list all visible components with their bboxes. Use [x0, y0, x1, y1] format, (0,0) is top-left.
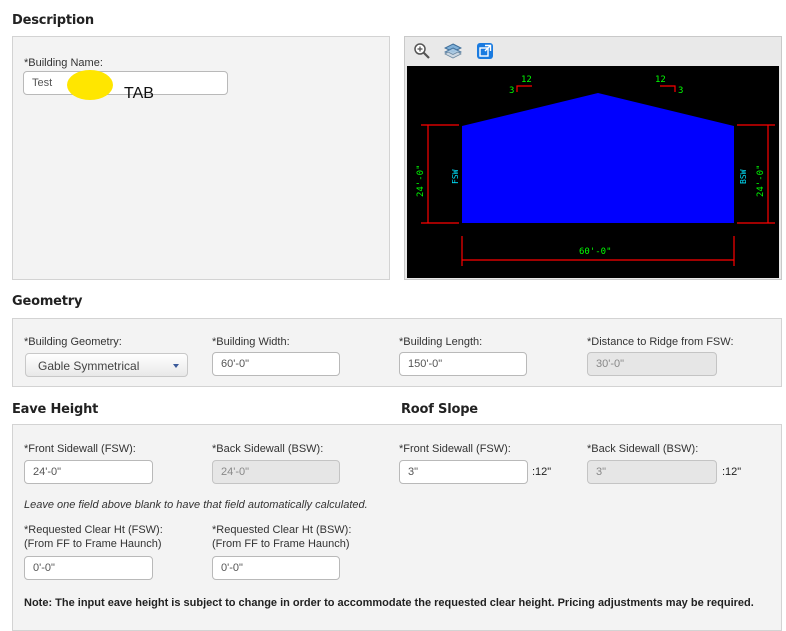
ridge-distance-label: *Distance to Ridge from FSW:: [587, 336, 734, 348]
building-name-label: *Building Name:: [24, 57, 103, 69]
clear-fsw-sublabel: (From FF to Frame Haunch): [24, 538, 162, 550]
building-length-input[interactable]: 150'-0": [399, 352, 527, 376]
building-elevation-shape: [462, 93, 734, 223]
viewer-toolbar: [405, 37, 781, 65]
pitch-marker-right: [660, 85, 676, 92]
clear-bsw-input[interactable]: 0'-0": [212, 556, 340, 580]
geometry-panel: *Building Geometry: Gable Symmetrical *B…: [12, 318, 782, 387]
auto-calc-hint: Leave one field above blank to have that…: [24, 499, 368, 511]
eave-bsw-input[interactable]: 24'-0": [212, 460, 340, 484]
fsw-wall-label: FSW: [451, 169, 460, 184]
width-label: 60'-0": [579, 247, 612, 257]
roof-fsw-unit: :12": [532, 466, 552, 478]
building-geometry-select[interactable]: Gable Symmetrical: [25, 353, 188, 377]
annotation-label: TAB: [124, 85, 154, 102]
pitch-right-rise: 3: [678, 86, 683, 96]
building-width-input[interactable]: 60'-0": [212, 352, 340, 376]
roof-bsw-label: *Back Sidewall (BSW):: [587, 443, 699, 455]
building-length-label: *Building Length:: [399, 336, 483, 348]
clear-height-note: Note: The input eave height is subject t…: [24, 597, 754, 609]
clear-bsw-sublabel: (From FF to Frame Haunch): [212, 538, 350, 550]
building-drawing: 12 3 12 3 24'-0" 24'-0" FSW BSW 60'-0": [407, 66, 779, 278]
building-geometry-label: *Building Geometry:: [24, 336, 122, 348]
clear-fsw-label: *Requested Clear Ht (FSW):: [24, 524, 163, 536]
left-height-label: 24'-0": [416, 164, 426, 197]
pitch-left-rise: 3: [509, 86, 514, 96]
section-title-eave-height: Eave Height: [12, 402, 99, 417]
building-name-input[interactable]: Test: [23, 71, 228, 95]
elevation-diagram: 12 3 12 3 24'-0" 24'-0" FSW BSW 60'-0": [416, 75, 775, 266]
roof-fsw-label: *Front Sidewall (FSW):: [399, 443, 511, 455]
pitch-left-run: 12: [521, 75, 532, 85]
eave-roof-panel: *Front Sidewall (FSW): 24'-0" *Back Side…: [12, 424, 782, 631]
eave-bsw-label: *Back Sidewall (BSW):: [212, 443, 324, 455]
roof-bsw-unit: :12": [722, 466, 742, 478]
building-width-label: *Building Width:: [212, 336, 290, 348]
bsw-wall-label: BSW: [739, 169, 748, 184]
clear-fsw-input[interactable]: 0'-0": [24, 556, 153, 580]
width-dimension: [461, 236, 735, 266]
eave-fsw-label: *Front Sidewall (FSW):: [24, 443, 136, 455]
expand-icon[interactable]: [476, 42, 494, 60]
zoom-icon[interactable]: [413, 42, 431, 60]
building-preview: 12 3 12 3 24'-0" 24'-0" FSW BSW 60'-0": [404, 36, 782, 280]
section-title-roof-slope: Roof Slope: [401, 402, 478, 417]
roof-bsw-input[interactable]: 3": [587, 460, 717, 484]
clear-bsw-label: *Requested Clear Ht (BSW):: [212, 524, 352, 536]
pitch-marker-left: [516, 85, 532, 92]
roof-fsw-input[interactable]: 3": [399, 460, 528, 484]
ridge-distance-input: 30'-0": [587, 352, 717, 376]
section-title-geometry: Geometry: [12, 294, 83, 309]
layers-icon[interactable]: [444, 42, 462, 60]
right-height-label: 24'-0": [756, 164, 766, 197]
left-height-dimension: [421, 124, 459, 224]
right-height-dimension: [737, 124, 775, 224]
eave-fsw-input[interactable]: 24'-0": [24, 460, 153, 484]
section-title-description: Description: [12, 13, 94, 28]
description-panel: *Building Name: Test: [12, 36, 390, 280]
building-geometry-value: Gable Symmetrical: [38, 359, 140, 373]
pitch-right-run: 12: [655, 75, 666, 85]
highlight-marker: [67, 70, 113, 100]
chevron-down-icon: [173, 364, 179, 368]
